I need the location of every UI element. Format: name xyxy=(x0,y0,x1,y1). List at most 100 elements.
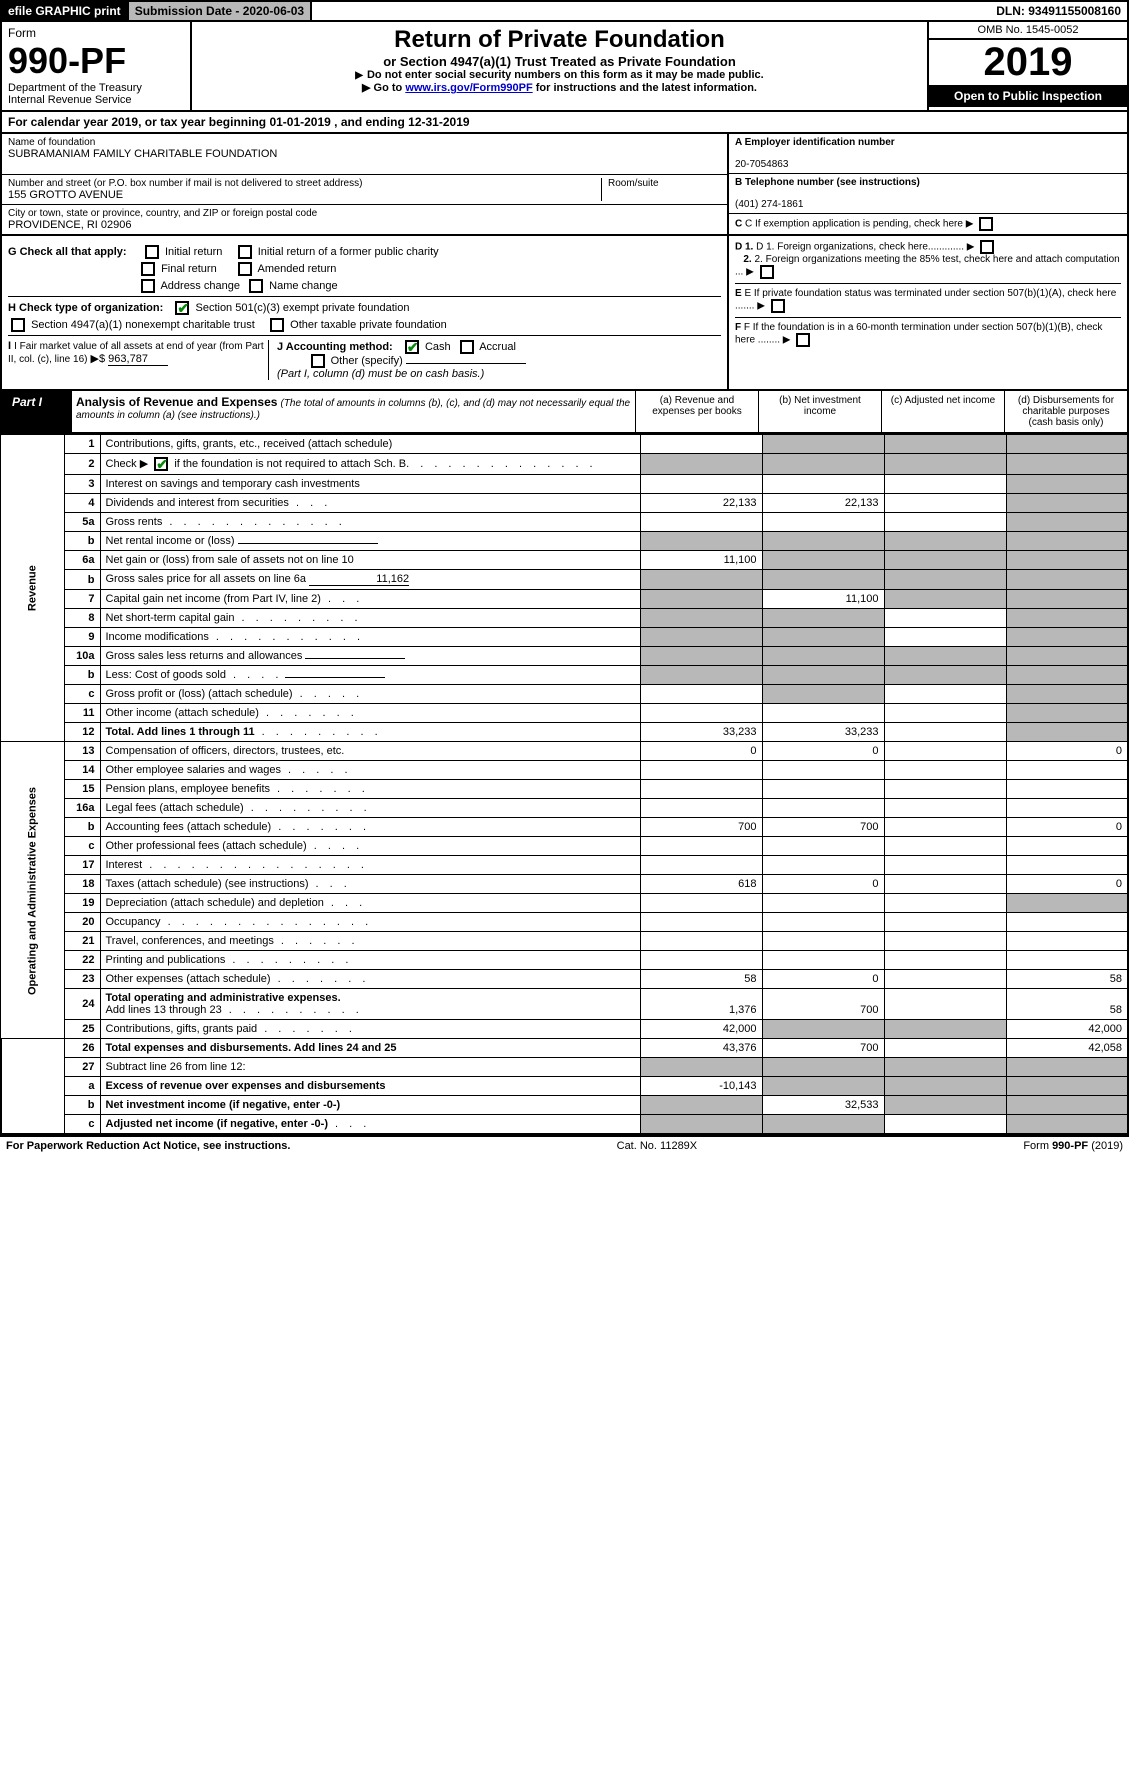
row-num: 25 xyxy=(64,1020,100,1039)
footer-right: Form 990-PF (2019) xyxy=(1023,1140,1123,1152)
row-desc: Total operating and administrative expen… xyxy=(100,989,640,1020)
accrual-label: Accrual xyxy=(479,341,516,353)
amt-cell: 58 xyxy=(640,970,762,989)
accrual-checkbox[interactable] xyxy=(460,340,474,354)
r27c-d: Adjusted net income (if negative, enter … xyxy=(106,1118,328,1130)
row-num: b xyxy=(64,818,100,837)
form-instr1: Do not enter social security numbers on … xyxy=(196,69,923,81)
row-desc: Accounting fees (attach schedule) . . . … xyxy=(100,818,640,837)
form-header: Form 990-PF Department of the Treasury I… xyxy=(0,22,1129,112)
4947-checkbox[interactable] xyxy=(11,318,25,332)
part1-label: Part I xyxy=(2,391,72,432)
r18-d: Taxes (attach schedule) (see instruction… xyxy=(106,878,309,890)
row-desc: Gross sales price for all assets on line… xyxy=(100,570,640,590)
revenue-side-label: Revenue xyxy=(1,435,64,742)
row-num: c xyxy=(64,1115,100,1135)
footer: For Paperwork Reduction Act Notice, see … xyxy=(0,1135,1129,1155)
foundation-name: SUBRAMANIAM FAMILY CHARITABLE FOUNDATION xyxy=(8,148,721,160)
amt-cell: 42,058 xyxy=(1006,1039,1128,1058)
footer-left: For Paperwork Reduction Act Notice, see … xyxy=(6,1140,290,1152)
other-method-checkbox[interactable] xyxy=(311,354,325,368)
city-label: City or town, state or province, country… xyxy=(8,208,721,219)
amt-cell: 700 xyxy=(762,989,884,1020)
form-title: Return of Private Foundation xyxy=(196,26,923,54)
amt-cell: 42,000 xyxy=(1006,1020,1128,1039)
row-desc: Subtract line 26 from line 12: xyxy=(100,1058,640,1077)
row-num: b xyxy=(64,570,100,590)
row-desc: Other income (attach schedule) . . . . .… xyxy=(100,704,640,723)
open-public: Open to Public Inspection xyxy=(929,85,1127,107)
r2-post: if the foundation is not required to att… xyxy=(171,458,406,470)
final-return-checkbox[interactable] xyxy=(141,262,155,276)
instr2-post: for instructions and the latest informat… xyxy=(533,82,757,94)
other-taxable-checkbox[interactable] xyxy=(270,318,284,332)
fmv-value: 963,787 xyxy=(108,353,168,366)
row-desc: Other expenses (attach schedule) . . . .… xyxy=(100,970,640,989)
room-label: Room/suite xyxy=(608,178,721,189)
cash-label: Cash xyxy=(425,341,451,353)
rental-value xyxy=(238,543,378,544)
row-desc: Net rental income or (loss) xyxy=(100,532,640,551)
row-num: b xyxy=(64,666,100,685)
tax-year: 2019 xyxy=(929,40,1127,85)
sch-b-checkbox[interactable] xyxy=(154,457,168,471)
501c3-checkbox[interactable] xyxy=(175,301,189,315)
r26-d: Total expenses and disbursements. Add li… xyxy=(106,1042,397,1054)
c-checkbox[interactable] xyxy=(979,217,993,231)
row-num: 15 xyxy=(64,780,100,799)
f-checkbox[interactable] xyxy=(796,333,810,347)
row-num: c xyxy=(64,837,100,856)
form-word: Form xyxy=(8,26,184,40)
amt-cell: 1,376 xyxy=(640,989,762,1020)
row-desc: Dividends and interest from securities .… xyxy=(100,494,640,513)
row-desc: Depreciation (attach schedule) and deple… xyxy=(100,894,640,913)
r23-d: Other expenses (attach schedule) xyxy=(106,973,271,985)
amt-cell: 618 xyxy=(640,875,762,894)
addr-change-checkbox[interactable] xyxy=(141,279,155,293)
checks-section: G Check all that apply: Initial return I… xyxy=(0,236,1129,391)
row-desc: Net gain or (loss) from sale of assets n… xyxy=(100,551,640,570)
info-section: Name of foundation SUBRAMANIAM FAMILY CH… xyxy=(0,134,1129,236)
row-num: 8 xyxy=(64,609,100,628)
row-num: 21 xyxy=(64,932,100,951)
row-desc: Net short-term capital gain . . . . . . … xyxy=(100,609,640,628)
r24b-d: Add lines 13 through 23 xyxy=(106,1004,222,1016)
amt-cell: 58 xyxy=(1006,989,1128,1020)
row-num: 9 xyxy=(64,628,100,647)
d1-checkbox[interactable] xyxy=(980,240,994,254)
initial-former-checkbox[interactable] xyxy=(238,245,252,259)
r10b-d: Less: Cost of goods sold xyxy=(106,669,226,681)
row-num: 14 xyxy=(64,761,100,780)
row-desc: Total. Add lines 1 through 11 . . . . . … xyxy=(100,723,640,742)
initial-return-checkbox[interactable] xyxy=(145,245,159,259)
calendar-year: For calendar year 2019, or tax year begi… xyxy=(0,112,1129,134)
r22-d: Printing and publications xyxy=(106,954,226,966)
amt-cell: 32,533 xyxy=(762,1096,884,1115)
amt-cell: 700 xyxy=(762,1039,884,1058)
final-return-label: Final return xyxy=(161,263,217,275)
cogs xyxy=(285,677,385,678)
dln: DLN: 93491155008160 xyxy=(990,2,1127,20)
form-number: 990-PF xyxy=(8,40,184,82)
r5b-d: Net rental income or (loss) xyxy=(106,535,235,547)
r21-d: Travel, conferences, and meetings xyxy=(106,935,274,947)
r7-d: Capital gain net income (from Part IV, l… xyxy=(106,593,321,605)
d2-checkbox[interactable] xyxy=(760,265,774,279)
r20-d: Occupancy xyxy=(106,916,161,928)
name-change-checkbox[interactable] xyxy=(249,279,263,293)
amt-cell: 58 xyxy=(1006,970,1128,989)
row-num: 22 xyxy=(64,951,100,970)
r27b-d: Net investment income (if negative, ente… xyxy=(106,1099,341,1111)
amended-checkbox[interactable] xyxy=(238,262,252,276)
e-checkbox[interactable] xyxy=(771,299,785,313)
cash-checkbox[interactable] xyxy=(405,340,419,354)
row-desc: Gross profit or (loss) (attach schedule)… xyxy=(100,685,640,704)
form-link[interactable]: www.irs.gov/Form990PF xyxy=(405,82,532,94)
addr-label: Number and street (or P.O. box number if… xyxy=(8,178,601,189)
ein-value: 20-7054863 xyxy=(735,159,788,170)
part1-table: Revenue 1 Contributions, gifts, grants, … xyxy=(0,434,1129,1135)
row-desc: Capital gain net income (from Part IV, l… xyxy=(100,590,640,609)
r6b-d: Gross sales price for all assets on line… xyxy=(106,573,307,585)
r10c-d: Gross profit or (loss) (attach schedule) xyxy=(106,688,293,700)
row-desc: Gross sales less returns and allowances xyxy=(100,647,640,666)
